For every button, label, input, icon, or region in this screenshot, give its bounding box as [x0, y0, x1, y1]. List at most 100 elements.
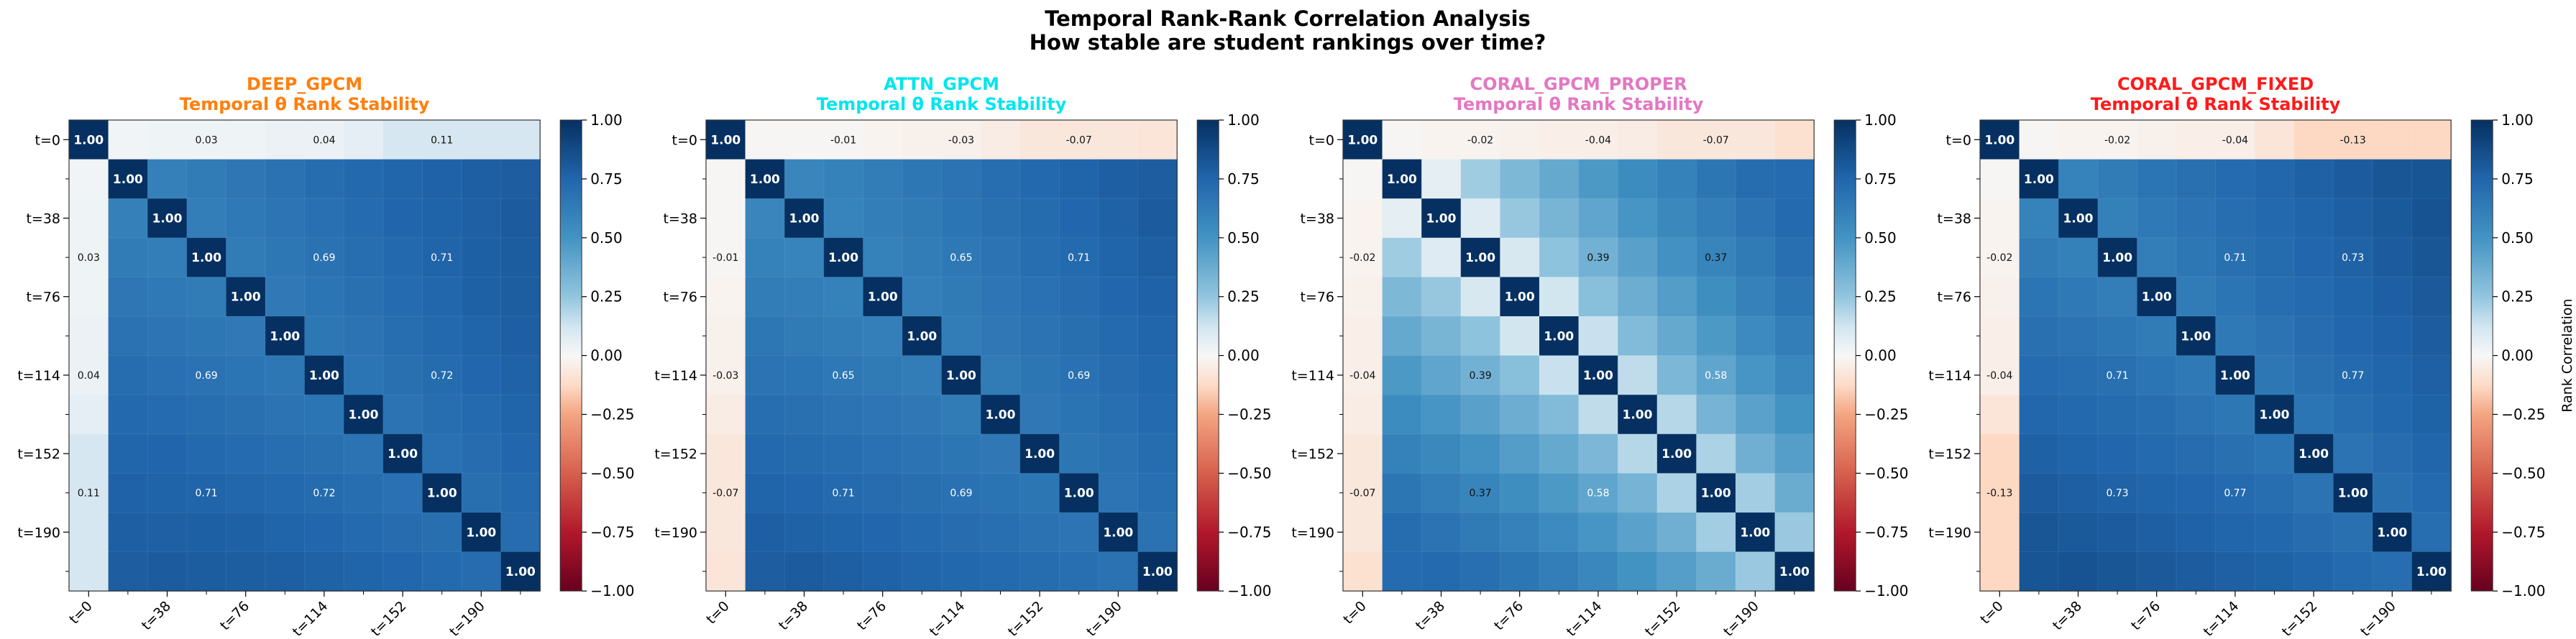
colorbar-tick-label: −0.50: [2501, 464, 2545, 482]
heatmap-cell: [382, 198, 423, 239]
heatmap-cell: [1382, 433, 1422, 474]
heatmap-cell: [1019, 473, 1060, 513]
diagonal-label: 1.00: [1505, 290, 1535, 305]
heatmap-cell: [981, 433, 1021, 474]
heatmap-cell: [823, 551, 863, 592]
heatmap-cell: [1696, 473, 1736, 513]
heatmap-cell: [2411, 512, 2452, 553]
diagonal-label: 1.00: [113, 173, 143, 187]
heatmap-cell: [981, 551, 1021, 592]
heatmap-cell: [1980, 395, 2020, 435]
heatmap-cell: [1736, 237, 1776, 277]
diagonal-label: 1.00: [1142, 565, 1173, 579]
colorbar-tick-label: −0.50: [1864, 464, 1908, 482]
cell-value-label: 0.65: [833, 370, 855, 382]
heatmap-cell: [1980, 473, 2020, 513]
diagonal-label: 1.00: [2220, 369, 2250, 383]
heatmap-cell: [462, 237, 502, 277]
heatmap-cell: [1500, 120, 1540, 160]
heatmap-cell: [1421, 512, 1462, 553]
heatmap-cell: [265, 433, 306, 474]
heatmap-cell: [2255, 277, 2295, 317]
heatmap-cell: [382, 395, 423, 435]
heatmap-cell: [784, 395, 825, 435]
diagonal-label: 1.00: [349, 408, 379, 423]
diagonal-label: 1.00: [789, 212, 820, 226]
heatmap-cell: [226, 355, 266, 395]
heatmap-cell: [69, 395, 109, 435]
cell-value-label: -0.07: [1349, 488, 1375, 500]
heatmap-cell: [422, 551, 462, 592]
heatmap-cell: [941, 316, 981, 357]
heatmap-cell: [2097, 198, 2137, 239]
heatmap-cell: [745, 198, 785, 239]
x-tick-label: t=190: [446, 598, 488, 639]
heatmap-cell: [1539, 120, 1580, 160]
x-tick-label: t=152: [1005, 598, 1047, 639]
colorbar-tick-label: −1.00: [1227, 582, 1271, 599]
heatmap-cell: [1618, 237, 1658, 277]
heatmap-cell: [2373, 395, 2413, 435]
heatmap-cell: [2215, 198, 2255, 239]
heatmap-cell: [1382, 316, 1422, 357]
heatmap-cell: [2255, 120, 2295, 160]
cell-value-label: -0.01: [712, 252, 738, 264]
x-tick-label: t=190: [1083, 598, 1125, 639]
colorbar-tick-label: 0.75: [590, 170, 623, 188]
heatmap-cell: [2373, 512, 2413, 553]
heatmap-cell: [2411, 355, 2452, 395]
heatmap-cell: [2333, 355, 2373, 395]
heatmap-cell: [1343, 473, 1383, 513]
heatmap-cell: [981, 237, 1021, 277]
heatmap-cell: [69, 551, 109, 592]
heatmap-cell: [2097, 395, 2137, 435]
heatmap-cell: [2215, 433, 2255, 474]
heatmap-cell: [2333, 198, 2373, 239]
heatmap-cell: [1696, 159, 1736, 199]
heatmap-cell: [941, 355, 981, 395]
heatmap-cell: [1382, 159, 1422, 199]
heatmap-cell: [1059, 277, 1099, 317]
heatmap-cell: [2137, 473, 2177, 513]
heatmap-cell: [2373, 473, 2413, 513]
heatmap-cell: [1059, 473, 1099, 513]
heatmap-cell: [382, 355, 423, 395]
plot-frame: [705, 119, 1178, 592]
heatmap-cell: [1774, 237, 1815, 277]
heatmap-cell: [1774, 395, 1815, 435]
heatmap-cell: [1656, 473, 1697, 513]
heatmap-cell: [1099, 237, 1139, 277]
heatmap-cell: [1774, 551, 1815, 592]
heatmap-cell: [2215, 159, 2255, 199]
heatmap-cell: [1382, 277, 1422, 317]
heatmap-cell: [1460, 277, 1500, 317]
heatmap-cell: [1137, 159, 1178, 199]
heatmap-cell: [1421, 237, 1462, 277]
heatmap-cell: [706, 473, 746, 513]
diagonal-label: 1.00: [427, 487, 457, 501]
colorbar-tick-label: −1.00: [590, 582, 634, 599]
heatmap-cell: [1656, 395, 1697, 435]
heatmap-cell: [2058, 316, 2099, 357]
heatmap-cell: [1421, 355, 1462, 395]
heatmap-cell: [304, 159, 344, 199]
heatmap-cell: [2255, 473, 2295, 513]
x-tick-label: t=190: [2357, 598, 2399, 639]
diagonal-label: 1.00: [309, 369, 339, 383]
heatmap-cell: [2293, 237, 2334, 277]
heatmap-cell: [2176, 551, 2217, 592]
heatmap-cell: [108, 198, 148, 239]
heatmap-cell: [1421, 316, 1462, 357]
heatmap-cell: [2058, 277, 2099, 317]
heatmap-cell: [108, 433, 148, 474]
heatmap-cell: [147, 198, 188, 239]
y-tick-label: t=76: [1937, 290, 1971, 305]
panel-title: DEEP_GPCM: [247, 74, 362, 94]
cell-value-label: 0.69: [313, 252, 335, 264]
heatmap-cell: [823, 198, 863, 239]
heatmap-cell: [1099, 473, 1139, 513]
heatmap-cell: [1382, 355, 1422, 395]
heatmap-cell: [745, 395, 785, 435]
